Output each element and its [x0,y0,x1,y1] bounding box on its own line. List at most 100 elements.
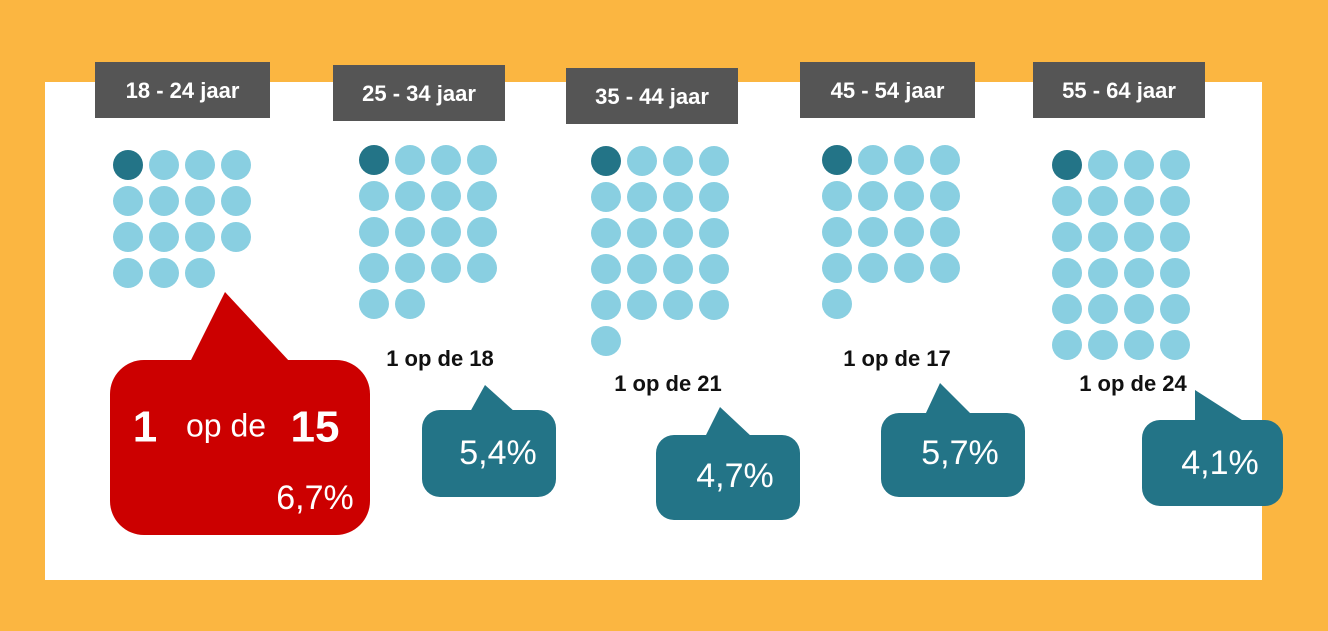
bubble-tail [1195,390,1245,422]
person-dot [1160,294,1190,324]
person-dot [185,150,215,180]
ratio-text: 1 op de 17 [843,346,950,371]
ratio-op: op de [186,407,266,443]
ratio-n: 17 [926,346,950,371]
person-dot [591,254,621,284]
person-dot [930,181,960,211]
person-dot [822,181,852,211]
person-dot [1124,186,1154,216]
speech-bubble [656,435,800,520]
person-dot [1088,150,1118,180]
person-dot [1124,222,1154,252]
person-dot [699,218,729,248]
age-header [95,62,270,118]
ratio-one: 1 [386,346,398,371]
age-label: 55 - 64 jaar [1062,78,1176,103]
person-dot [894,253,924,283]
person-dot [1052,222,1082,252]
person-dot [395,289,425,319]
person-dot [431,145,461,175]
age-header [1033,62,1205,118]
age-label: 35 - 44 jaar [595,84,709,109]
ratio-n: 21 [697,371,721,396]
person-dot [1160,222,1190,252]
person-dot [221,222,251,252]
ratio-one: 1 [1079,371,1091,396]
person-dot [185,258,215,288]
ratio-op: op de [862,346,921,371]
age-label: 25 - 34 jaar [362,81,476,106]
person-dot [1160,258,1190,288]
person-dot [627,254,657,284]
person-dot [1124,294,1154,324]
person-dot [149,258,179,288]
person-dot [822,289,852,319]
ratio-op: op de [1098,371,1157,396]
ratio-op: op de [405,346,464,371]
age-header [333,65,505,121]
person-dot [894,181,924,211]
person-dot [591,326,621,356]
person-dot [1052,330,1082,360]
person-dot [699,146,729,176]
person-dot [359,181,389,211]
person-dot [858,253,888,283]
person-dot [930,217,960,247]
person-dot [663,218,693,248]
person-dot [663,182,693,212]
person-dot [591,290,621,320]
person-dot [467,145,497,175]
person-dot [395,145,425,175]
person-dot [822,217,852,247]
person-dot [395,181,425,211]
person-dot [431,253,461,283]
person-dot [894,217,924,247]
person-dot [591,146,621,176]
person-dot [221,150,251,180]
person-dot [822,253,852,283]
person-dot [467,217,497,247]
person-dot [149,222,179,252]
ratio-one: 1 [843,346,855,371]
person-dot [221,186,251,216]
speech-bubble [110,360,370,535]
ratio-n: 15 [291,403,340,452]
ratio-text: 1 op de 21 [614,371,721,396]
person-dot [627,290,657,320]
person-dot [1052,150,1082,180]
person-dot [1088,330,1118,360]
person-dot [1124,150,1154,180]
person-dot [699,182,729,212]
percentage: 6,7% [276,479,354,517]
percentage: 5,4% [459,434,537,472]
person-dot [113,150,143,180]
speech-bubble [1142,420,1283,506]
ratio-one: 1 [133,403,157,452]
person-dot [663,254,693,284]
person-dot [858,217,888,247]
age-label: 45 - 54 jaar [831,78,945,103]
ratio-op: op de [633,371,692,396]
person-dot [1052,186,1082,216]
ratio-n: 18 [469,346,493,371]
person-dot [663,146,693,176]
person-dot [1088,222,1118,252]
person-dot [185,222,215,252]
ratio-n: 24 [1162,371,1187,396]
person-dot [627,218,657,248]
percentage: 5,7% [921,434,999,472]
person-dot [359,145,389,175]
person-dot [1160,330,1190,360]
person-dot [113,222,143,252]
person-dot [699,290,729,320]
ratio-text: 1 op de 18 [386,346,493,371]
bubble-tail [470,385,515,412]
person-dot [149,186,179,216]
person-dot [591,218,621,248]
person-dot [1160,186,1190,216]
person-dot [359,289,389,319]
bubble-tail [190,292,290,362]
percentage: 4,7% [696,457,774,495]
person-dot [1052,294,1082,324]
